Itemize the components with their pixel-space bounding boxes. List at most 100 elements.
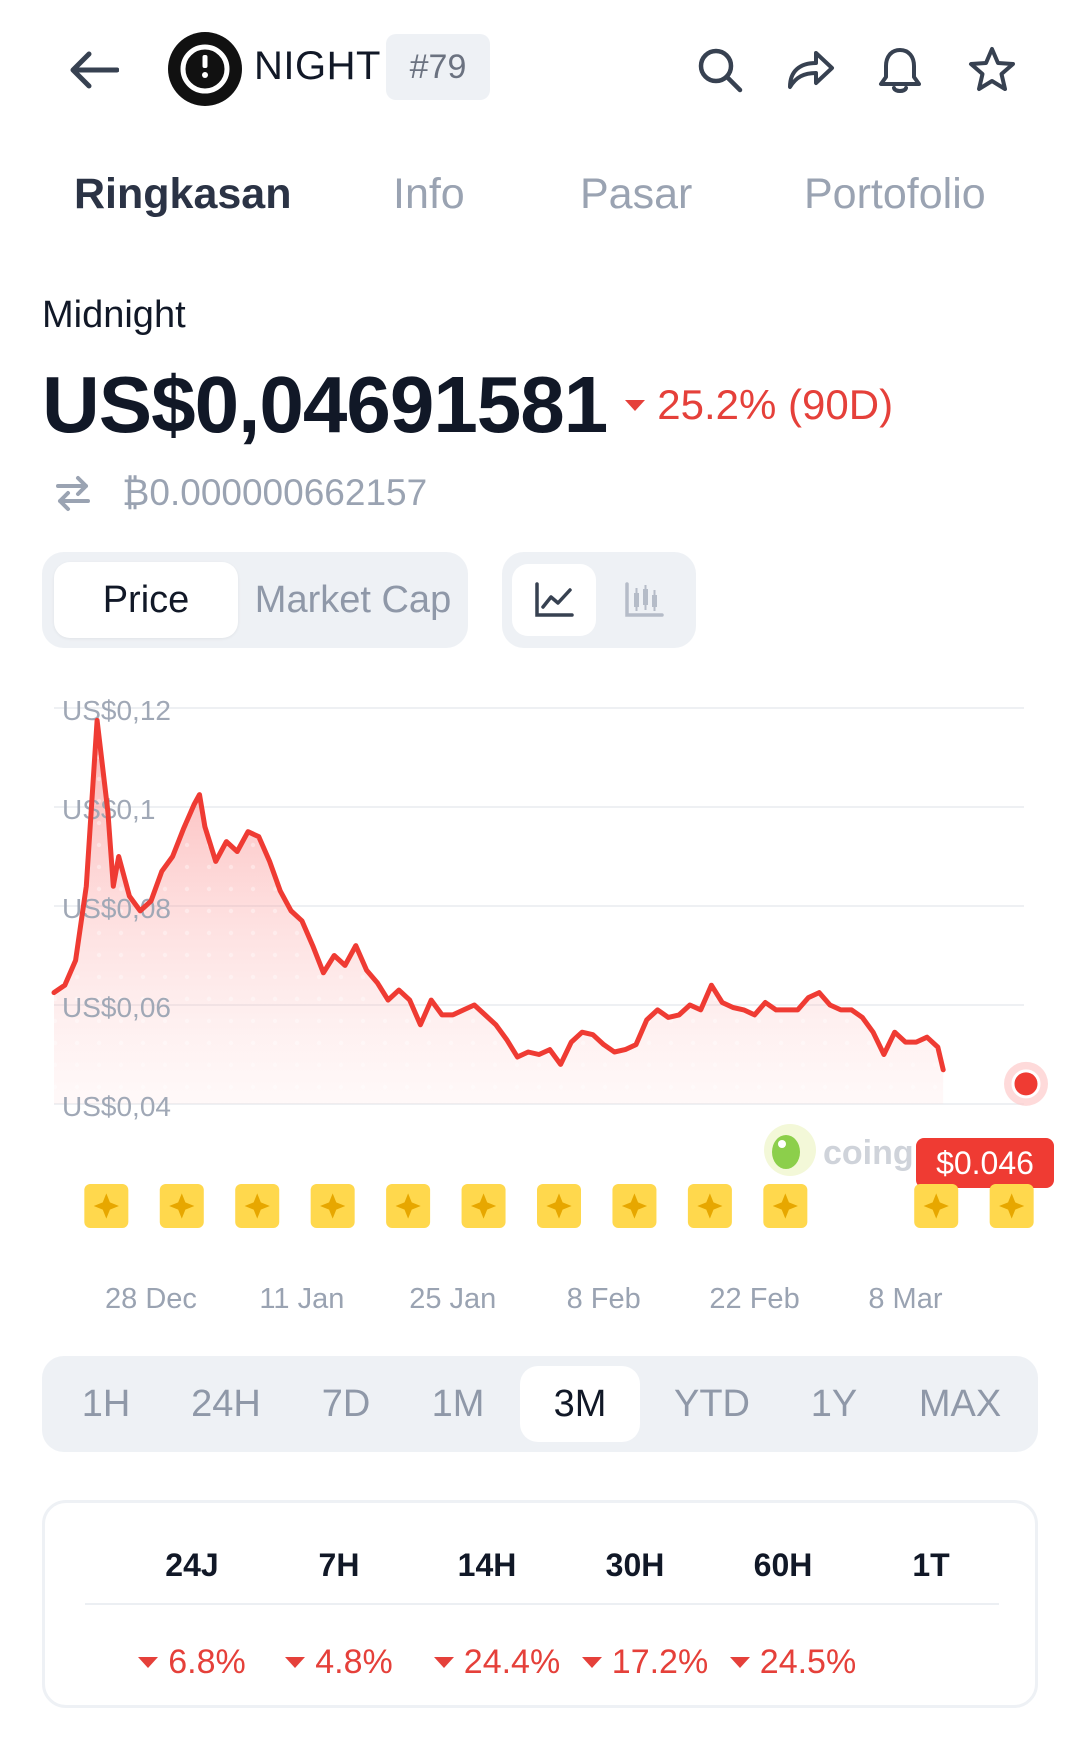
- tab-bar: Ringkasan Info Pasar Portofolio: [0, 170, 1080, 230]
- range-7d[interactable]: 7D: [321, 1382, 371, 1425]
- candlestick-chart-icon: [625, 582, 664, 617]
- caret-down-icon: [285, 1657, 306, 1668]
- star-icon: [999, 1193, 1025, 1219]
- line-chart-icon: [535, 582, 574, 617]
- perf-value-text: 6.8%: [168, 1643, 246, 1681]
- current-price-dot: [1011, 1069, 1041, 1099]
- price-change-value: 25.2% (90D): [657, 381, 894, 428]
- perf-header-60h: 60H: [753, 1547, 813, 1583]
- search-button[interactable]: [690, 40, 750, 100]
- search-icon: [698, 48, 743, 93]
- event-marker[interactable]: [687, 1184, 732, 1228]
- share-icon: [788, 51, 834, 89]
- event-marker[interactable]: [159, 1184, 204, 1228]
- event-marker[interactable]: [84, 1184, 129, 1228]
- tab-pasar[interactable]: Pasar: [580, 170, 693, 218]
- perf-value-30h: 17.2%: [560, 1643, 730, 1682]
- rank-badge: #79: [386, 34, 490, 100]
- star-icon: [169, 1193, 195, 1219]
- line-chart-option[interactable]: [512, 564, 596, 636]
- x-tick-label: 25 Jan: [409, 1283, 496, 1315]
- x-tick-label: 8 Mar: [868, 1283, 942, 1315]
- perf-header-1t: 1T: [912, 1547, 950, 1583]
- coin-symbol: NIGHT: [254, 44, 381, 88]
- perf-value-text: 24.5%: [759, 1643, 857, 1681]
- candlestick-chart-option[interactable]: [602, 564, 686, 636]
- event-marker[interactable]: [763, 1184, 808, 1228]
- watchlist-button[interactable]: [962, 40, 1022, 100]
- event-marker[interactable]: [537, 1184, 581, 1228]
- perf-header-30h: 30H: [605, 1547, 665, 1583]
- range-ytd[interactable]: YTD: [674, 1382, 750, 1425]
- event-marker[interactable]: [612, 1184, 657, 1228]
- event-marker[interactable]: [461, 1184, 506, 1228]
- star-icon: [546, 1193, 572, 1219]
- range-1m[interactable]: 1M: [431, 1382, 485, 1425]
- star-icon: [697, 1193, 723, 1219]
- swap-icon[interactable]: [54, 473, 92, 513]
- caret-down-icon: [625, 399, 646, 411]
- caret-down-icon: [433, 1657, 454, 1668]
- chart-type-toggle: [502, 552, 696, 648]
- x-tick-label: 8 Feb: [567, 1283, 641, 1315]
- perf-value-text: 17.2%: [611, 1643, 709, 1681]
- current-price-label-bg: [916, 1138, 1054, 1188]
- range-max[interactable]: MAX: [918, 1382, 1002, 1425]
- price-option[interactable]: Price: [54, 562, 238, 638]
- star-icon: [969, 47, 1015, 91]
- event-marker[interactable]: [310, 1184, 355, 1228]
- event-marker[interactable]: [914, 1184, 959, 1228]
- perf-value-7h: 4.8%: [264, 1643, 414, 1682]
- range-3m[interactable]: 3M: [520, 1366, 640, 1442]
- price-value: US$0,04691581: [42, 360, 608, 449]
- performance-table: 24J 7H 14H 30H 60H 1T 6.8% 4.8% 24.4% 17…: [42, 1500, 1038, 1708]
- perf-value-24j: 6.8%: [117, 1643, 267, 1682]
- perf-value-14h: 24.4%: [412, 1643, 582, 1682]
- perf-divider: [85, 1603, 999, 1605]
- event-marker[interactable]: [989, 1184, 1034, 1228]
- back-button[interactable]: [62, 42, 124, 98]
- bell-icon: [879, 48, 921, 93]
- price-chart[interactable]: US$0,12 US$0,1 US$0,08 US$0,06 US$0,04 coing…: [0, 680, 1080, 1320]
- header: NIGHT #79: [0, 0, 1080, 140]
- share-button[interactable]: [780, 40, 840, 100]
- time-range-selector: 1H 24H 7D 1M 3M YTD 1Y MAX: [42, 1356, 1038, 1452]
- current-price-label: $0.046: [936, 1145, 1034, 1181]
- market-cap-option[interactable]: Market Cap: [254, 578, 452, 621]
- star-icon: [244, 1193, 270, 1219]
- watermark: coing: [764, 1124, 914, 1176]
- price-area-texture: [54, 720, 944, 1104]
- range-1h[interactable]: 1H: [81, 1382, 131, 1425]
- price-row: US$0,04691581 25.2% (90D): [42, 360, 893, 450]
- x-tick-label: 22 Feb: [709, 1283, 799, 1315]
- event-marker[interactable]: [386, 1184, 431, 1228]
- range-1y[interactable]: 1Y: [810, 1382, 858, 1425]
- range-24h[interactable]: 24H: [191, 1382, 261, 1425]
- caret-down-icon: [138, 1657, 159, 1668]
- midnight-logo-icon: [180, 44, 230, 94]
- tab-portofolio[interactable]: Portofolio: [804, 170, 986, 218]
- y-tick-label: US$0,12: [62, 695, 171, 726]
- tab-ringkasan[interactable]: Ringkasan: [74, 170, 292, 218]
- perf-header-24j: 24J: [165, 1547, 219, 1583]
- perf-header-7h: 7H: [318, 1547, 360, 1583]
- btc-price-row: ₿0.000000662157: [54, 468, 427, 518]
- perf-value-text: 4.8%: [315, 1643, 393, 1681]
- notification-button[interactable]: [870, 40, 930, 100]
- caret-down-icon: [581, 1657, 602, 1668]
- star-icon: [320, 1193, 346, 1219]
- star-icon: [772, 1193, 798, 1219]
- y-tick-label: US$0,06: [62, 992, 171, 1023]
- perf-header-14h: 14H: [457, 1547, 517, 1583]
- coin-name: Midnight: [42, 294, 186, 336]
- coin-logo: [168, 32, 242, 106]
- tab-info[interactable]: Info: [393, 170, 465, 218]
- y-tick-label: US$0,04: [62, 1091, 171, 1122]
- star-icon: [621, 1193, 648, 1219]
- x-tick-label: 11 Jan: [259, 1283, 344, 1315]
- perf-value-60h: 24.5%: [708, 1643, 878, 1682]
- price-marketcap-toggle: Price Market Cap: [42, 552, 468, 648]
- event-marker[interactable]: [235, 1184, 280, 1228]
- watermark-text: coing: [823, 1134, 914, 1172]
